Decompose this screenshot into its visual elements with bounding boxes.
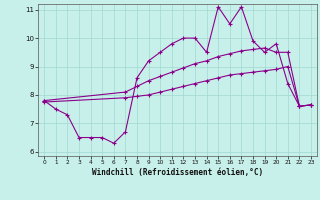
X-axis label: Windchill (Refroidissement éolien,°C): Windchill (Refroidissement éolien,°C) — [92, 168, 263, 177]
